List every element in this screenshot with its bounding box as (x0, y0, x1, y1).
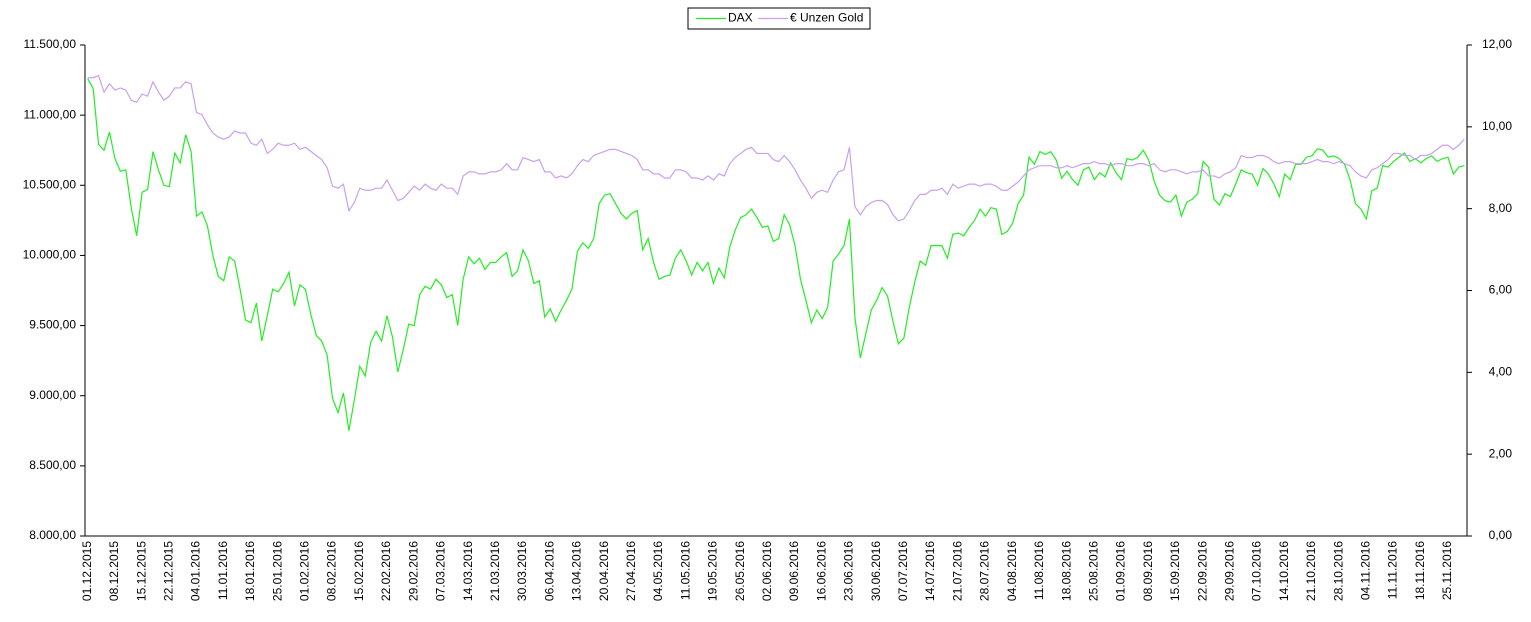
y2-tick-label: 0,00 (1489, 528, 1513, 542)
legend-label: DAX (728, 11, 753, 25)
x-tick-label: 22.09.2016 (1195, 541, 1209, 601)
x-tick-label: 15.09.2016 (1168, 541, 1182, 601)
x-tick-label: 28.10.2016 (1331, 541, 1345, 601)
x-tick-label: 27.04.2016 (624, 541, 638, 601)
x-tick-label: 11.08.2016 (1032, 541, 1046, 600)
x-tick-label: 14.07.2016 (923, 541, 937, 601)
x-tick-label: 09.06.2016 (787, 541, 801, 601)
x-tick-label: 06.04.2016 (542, 541, 556, 601)
x-tick-label: 11.05.2016 (678, 541, 692, 600)
x-tick-label: 25.11.2016 (1440, 541, 1454, 600)
x-tick-label: 21.10.2016 (1304, 541, 1318, 601)
x-tick-label: 07.07.2016 (896, 541, 910, 601)
x-tick-label: 21.03.2016 (488, 541, 502, 601)
x-tick-label: 29.09.2016 (1222, 541, 1236, 601)
x-tick-label: 29.02.2016 (406, 541, 420, 601)
x-tick-label: 16.06.2016 (814, 541, 828, 601)
y-tick-label: 9.000,00 (29, 388, 76, 402)
x-tick-label: 07.10.2016 (1250, 541, 1264, 601)
x-tick-label: 19.05.2016 (706, 541, 720, 601)
x-tick-label: 14.03.2016 (461, 541, 475, 601)
x-tick-label: 21.07.2016 (950, 541, 964, 601)
x-tick-label: 08.12.2015 (107, 541, 121, 601)
y-tick-label: 11.000,00 (24, 107, 77, 121)
x-tick-label: 30.06.2016 (869, 541, 883, 601)
x-tick-label: 26.05.2016 (733, 541, 747, 601)
x-tick-label: 08.02.2016 (325, 541, 339, 601)
x-tick-label: 13.04.2016 (570, 541, 584, 601)
x-tick-label: 30.03.2016 (515, 541, 529, 601)
x-tick-label: 11.11.2016 (1386, 541, 1400, 600)
x-tick-label: 15.12.2015 (134, 541, 148, 601)
x-tick-label: 07.03.2016 (434, 541, 448, 601)
y2-tick-label: 8,00 (1489, 201, 1513, 215)
x-tick-label: 22.12.2015 (162, 541, 176, 601)
y2-tick-label: 2,00 (1489, 446, 1513, 460)
y2-tick-label: 4,00 (1489, 365, 1513, 379)
x-tick-label: 08.09.2016 (1141, 541, 1155, 601)
y-tick-label: 10.500,00 (23, 177, 77, 191)
x-tick-label: 01.02.2016 (298, 541, 312, 601)
y-tick-label: 10.000,00 (23, 248, 77, 262)
x-tick-label: 04.01.2016 (189, 541, 203, 601)
x-tick-label: 04.11.2016 (1359, 541, 1373, 600)
y-tick-label: 9.500,00 (29, 318, 76, 332)
data-line (87, 78, 1465, 431)
x-tick-label: 23.06.2016 (842, 541, 856, 601)
x-tick-label: 01.09.2016 (1114, 541, 1128, 601)
x-tick-label: 01.12.2015 (80, 541, 94, 601)
y2-tick-label: 6,00 (1489, 283, 1513, 297)
y-tick-label: 11.500,00 (24, 37, 77, 51)
x-tick-label: 11.01.2016 (216, 541, 230, 600)
x-tick-label: 18.01.2016 (243, 541, 257, 601)
legend: DAX € Unzen Gold (687, 7, 871, 30)
x-tick-label: 04.08.2016 (1005, 541, 1019, 601)
legend-label: € Unzen Gold (790, 11, 863, 25)
x-tick-label: 28.07.2016 (978, 541, 992, 601)
x-tick-label: 18.11.2016 (1413, 541, 1427, 600)
y2-tick-label: 12,00 (1482, 37, 1512, 51)
x-tick-label: 25.01.2016 (270, 541, 284, 601)
data-line (87, 74, 1465, 222)
x-tick-label: 04.05.2016 (651, 541, 665, 601)
x-tick-label: 22.02.2016 (379, 541, 393, 601)
x-tick-label: 20.04.2016 (597, 541, 611, 601)
x-tick-label: 02.06.2016 (760, 541, 774, 601)
y-tick-label: 8.000,00 (29, 528, 76, 542)
x-tick-label: 18.08.2016 (1059, 541, 1073, 601)
y-tick-label: 8.500,00 (29, 458, 76, 472)
x-tick-label: 15.02.2016 (352, 541, 366, 601)
y2-tick-label: 10,00 (1482, 119, 1512, 133)
x-tick-label: 14.10.2016 (1277, 541, 1291, 601)
x-tick-label: 25.08.2016 (1086, 541, 1100, 601)
